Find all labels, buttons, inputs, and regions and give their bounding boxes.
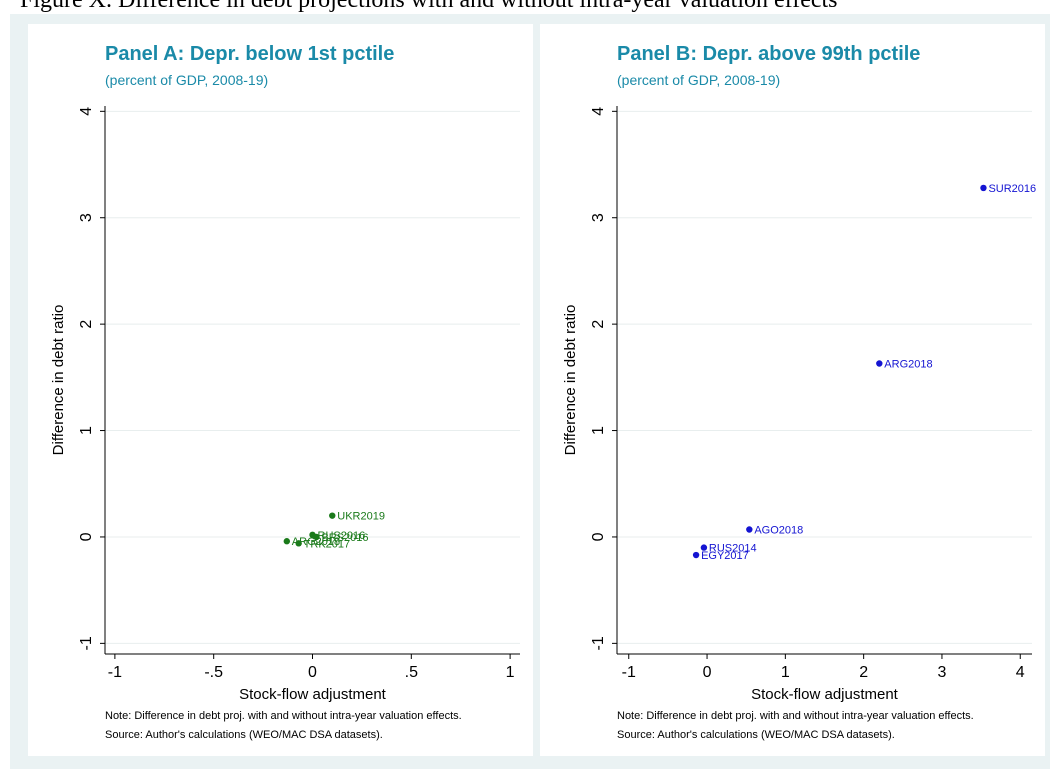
- data-point: [700, 544, 708, 551]
- x-tick-label: 1: [506, 664, 515, 681]
- y-tick-label: 4: [590, 107, 607, 116]
- panel-b-source: Source: Author's calculations (WEO/MAC D…: [617, 729, 895, 741]
- data-point-label: RUS2014: [709, 543, 757, 555]
- panel-b-chart: -1 0 1 2 3 4 -1 0 1 2 3 4 Stock-flow adjustment Diffe…: [562, 106, 1036, 703]
- x-tick-label: 3: [937, 664, 946, 681]
- x-tick-label: -1: [622, 664, 636, 681]
- panel-a-note: Note: Difference in debt proj. with and …: [105, 710, 462, 722]
- panel-a-chart: -1 0 1 2 3 4 -1 -.5 0 .5 1 Stock-flow adjustment Dif…: [50, 106, 520, 703]
- x-tick-label: .5: [405, 664, 418, 681]
- data-point: [313, 533, 320, 541]
- y-tick-label: 3: [590, 213, 607, 222]
- figure-frame: Panel A: Depr. below 1st pctile (percent…: [10, 14, 1050, 769]
- y-tick-label: 2: [78, 320, 95, 329]
- x-axis-title: Stock-flow adjustment: [239, 686, 387, 703]
- data-point-label: ARG2018: [884, 359, 932, 371]
- data-point-label: SUR2016: [988, 183, 1036, 195]
- panel-a: Panel A: Depr. below 1st pctile (percent…: [28, 24, 533, 756]
- x-axis-title: Stock-flow adjustment: [751, 686, 899, 703]
- y-tick-label: 0: [590, 532, 607, 541]
- y-tick-label: 4: [78, 107, 95, 116]
- data-point: [329, 512, 336, 519]
- y-tick-label: 1: [78, 426, 95, 435]
- y-tick-label: 0: [78, 532, 95, 541]
- y-axis-title: Difference in debt ratio: [50, 305, 67, 456]
- y-tick-label: -1: [590, 636, 607, 650]
- data-point: [283, 538, 291, 545]
- x-tick-label: -.5: [204, 664, 223, 681]
- panel-a-source: Source: Author's calculations (WEO/MAC D…: [105, 729, 383, 741]
- data-point: [692, 551, 700, 559]
- data-point: [980, 184, 987, 192]
- panel-b-subtitle: (percent of GDP, 2008-19): [617, 72, 781, 88]
- data-point-label: AGO2018: [754, 525, 803, 537]
- x-tick-label: 1: [781, 664, 790, 681]
- data-point-label: TRK2017: [304, 538, 350, 550]
- data-point-label: RUS2016: [318, 530, 366, 542]
- panel-a-subtitle: (percent of GDP, 2008-19): [105, 72, 269, 88]
- x-tick-label: 2: [859, 664, 868, 681]
- y-tick-label: -1: [78, 636, 95, 650]
- y-axis-title: Difference in debt ratio: [562, 305, 579, 456]
- data-point: [876, 360, 883, 367]
- x-tick-label: -1: [108, 664, 122, 681]
- panel-b-note: Note: Difference in debt proj. with and …: [617, 710, 974, 722]
- y-tick-label: 3: [78, 213, 95, 222]
- data-point-label: ARG2018: [292, 536, 340, 548]
- data-point: [746, 526, 753, 533]
- panel-a-title: Panel A: Depr. below 1st pctile: [105, 43, 395, 65]
- y-tick-label: 2: [590, 320, 607, 329]
- data-point: [295, 540, 302, 547]
- figure-heading: Figure X. Difference in debt projections…: [20, 0, 838, 13]
- x-tick-label: 4: [1016, 664, 1025, 681]
- figure-heading-strip: Figure X. Difference in debt projections…: [0, 0, 1050, 30]
- data-point-label: BRS2016: [321, 532, 368, 544]
- data-point-label: UKR2019: [337, 511, 385, 523]
- data-point-label: EGY2017: [701, 550, 749, 562]
- panel-b-title: Panel B: Depr. above 99th pctile: [617, 43, 921, 65]
- x-tick-label: 0: [308, 664, 317, 681]
- y-tick-label: 1: [590, 426, 607, 435]
- panel-b: Panel B: Depr. above 99th pctile (percen…: [540, 24, 1045, 756]
- x-tick-label: 0: [703, 664, 712, 681]
